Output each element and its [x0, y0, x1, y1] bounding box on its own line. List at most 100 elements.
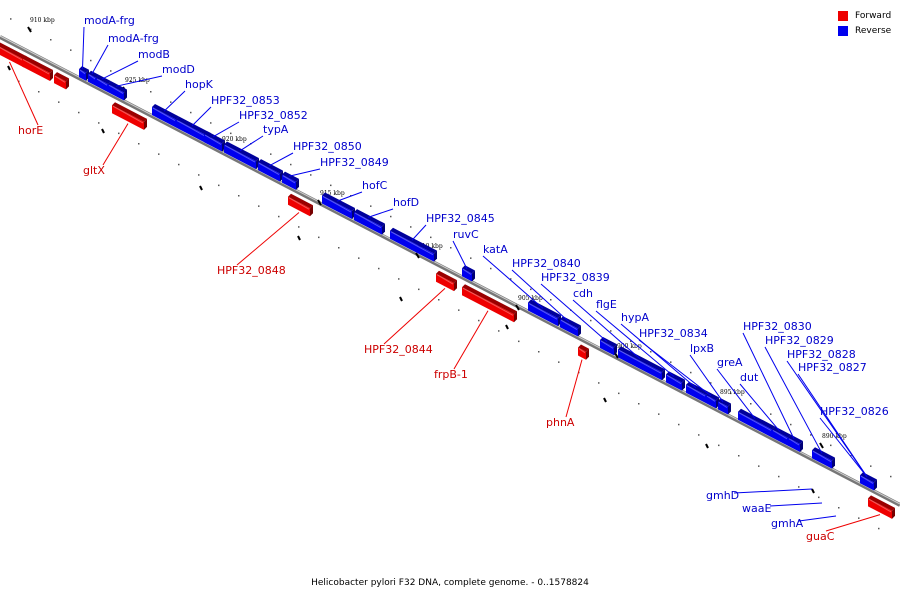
- gene-label-hpf32_0850[interactable]: HPF32_0850: [293, 140, 362, 153]
- gene-block-rev-24[interactable]: [788, 434, 803, 452]
- gene-leader: [101, 60, 139, 80]
- gene-block-rev-3[interactable]: [108, 81, 127, 101]
- gene-block-guac[interactable]: [868, 495, 895, 519]
- legend-forward-swatch: [838, 10, 848, 21]
- gene-block-rev-26-end: [874, 479, 877, 491]
- gene-block-unlabeled-end: [50, 70, 53, 81]
- gene-label-frpb-1[interactable]: frpB-1: [434, 368, 468, 381]
- gene-block-rev-7[interactable]: [224, 141, 259, 170]
- gene-label-waae[interactable]: waaE: [742, 502, 771, 515]
- gene-label-hpf32_0853[interactable]: HPF32_0853: [211, 94, 280, 107]
- gene-block-hpf32_0848[interactable]: [288, 193, 313, 217]
- gene-block-unlabeled[interactable]: [54, 72, 69, 90]
- gene-label-cdh[interactable]: cdh: [573, 287, 593, 300]
- gene-block-unlabeled-highlight: [54, 75, 66, 83]
- gene-label-moda-frg[interactable]: modA-frg: [84, 14, 135, 27]
- gene-label-hofc[interactable]: hofC: [362, 179, 388, 192]
- gene-block-rev-4-highlight: [152, 107, 176, 121]
- gene-block-unlabeled[interactable]: [22, 55, 53, 81]
- gene-label-gmha[interactable]: gmhA: [771, 517, 804, 530]
- tick-dot: [698, 434, 700, 436]
- gene-label-hpf32_0844[interactable]: HPF32_0844: [364, 343, 433, 356]
- scale-tick: [415, 252, 420, 259]
- gene-label-hpf32_0830[interactable]: HPF32_0830: [743, 320, 812, 333]
- gene-label-gltx[interactable]: gltX: [83, 164, 105, 177]
- gene-label-hpf32_0826[interactable]: HPF32_0826: [820, 405, 889, 418]
- gene-block-rev-21[interactable]: [718, 398, 731, 415]
- gene-block-rev-17[interactable]: [618, 346, 665, 381]
- gene-block-rev-15-top: [560, 316, 581, 329]
- gene-leader: [595, 310, 675, 377]
- gene-label-hpf32_0852[interactable]: HPF32_0852: [239, 109, 308, 122]
- gene-block-rev-15[interactable]: [560, 316, 581, 337]
- gene-label-moda-frg[interactable]: modA-frg: [108, 32, 159, 45]
- gene-label-hpf32_0845[interactable]: HPF32_0845: [426, 212, 495, 225]
- gene-label-flge[interactable]: flgE: [596, 298, 617, 311]
- gene-block-frpb-1[interactable]: [462, 284, 517, 323]
- gene-block-rev-9-top: [282, 171, 299, 182]
- gene-label-hpf32_0834[interactable]: HPF32_0834: [639, 327, 708, 340]
- gene-label-typa[interactable]: typA: [263, 123, 289, 136]
- gene-block-rev-12-highlight: [390, 231, 434, 256]
- gene-block-rev-15-highlight: [560, 319, 578, 330]
- gene-label-hypa[interactable]: hypA: [621, 311, 649, 324]
- gene-block-rev-13[interactable]: [462, 265, 475, 282]
- gene-block-rev-12[interactable]: [390, 227, 437, 262]
- gene-label-hpf32_0829[interactable]: HPF32_0829: [765, 334, 834, 347]
- gene-leader: [239, 135, 264, 152]
- gene-block-hore-face: [0, 47, 24, 68]
- gene-leader: [453, 310, 489, 370]
- gene-block-guac-highlight: [868, 498, 892, 513]
- gene-label-guac[interactable]: guaC: [806, 530, 835, 543]
- gene-label-gmhd[interactable]: gmhD: [706, 489, 739, 502]
- gene-block-rev-9[interactable]: [282, 171, 299, 190]
- gene-label-kata[interactable]: katA: [483, 243, 508, 256]
- gene-label-modb[interactable]: modB: [138, 48, 170, 61]
- gene-block-unlabeled-highlight: [22, 59, 50, 75]
- gene-block-rev-26[interactable]: [860, 472, 877, 491]
- gene-label-hofd[interactable]: hofD: [393, 196, 419, 209]
- tick-dot: [58, 101, 60, 103]
- tick-dot: [310, 174, 312, 176]
- scale-tick-label: 920 kbp: [222, 136, 247, 143]
- gene-label-hore[interactable]: horE: [18, 124, 43, 137]
- gene-block-rev-16-face: [600, 340, 614, 356]
- scale-tick: [705, 443, 709, 449]
- gene-label-hpf32_0828[interactable]: HPF32_0828: [787, 348, 856, 361]
- gene-label-lpxb[interactable]: lpxB: [690, 342, 714, 355]
- gene-block-rev-11[interactable]: [354, 209, 385, 235]
- tick-dot: [318, 236, 320, 239]
- gene-label-hpf32_0848[interactable]: HPF32_0848: [217, 264, 286, 277]
- tick-dot: [470, 257, 472, 259]
- gene-block-rev-25[interactable]: [812, 447, 835, 469]
- gene-block-rev-19-highlight: [686, 385, 706, 397]
- gene-block-frpb-1-highlight: [462, 287, 514, 316]
- gene-block-phna-highlight: [578, 348, 586, 354]
- gene-label-ruvc[interactable]: ruvC: [453, 228, 479, 241]
- gene-block-rev-23-face: [772, 429, 788, 446]
- gene-label-hpf32_0827[interactable]: HPF32_0827: [798, 361, 867, 374]
- gene-label-modd[interactable]: modD: [162, 63, 195, 76]
- gene-label-hpf32_0849[interactable]: HPF32_0849: [320, 156, 389, 169]
- tick-dot: [638, 403, 640, 405]
- gene-label-dut[interactable]: dut: [740, 371, 759, 384]
- gene-label-grea[interactable]: greA: [717, 356, 743, 369]
- gene-label-phna[interactable]: phnA: [546, 416, 575, 429]
- tick-dot: [490, 267, 492, 270]
- tick-dot: [198, 174, 200, 176]
- tick-dot: [90, 59, 92, 62]
- gene-label-hpf32_0839[interactable]: HPF32_0839: [541, 271, 610, 284]
- gene-label-hopk[interactable]: hopK: [185, 78, 214, 91]
- tick-dot: [358, 257, 360, 259]
- gene-block-rev-15-end: [578, 325, 581, 337]
- gene-block-rev-8[interactable]: [258, 159, 283, 182]
- tick-dot: [398, 278, 400, 280]
- gene-block-rev-9-highlight: [282, 175, 296, 184]
- tick-dot: [430, 236, 432, 239]
- gene-block-rev-14-top: [528, 299, 561, 319]
- gene-block-hpf32_0844[interactable]: [436, 270, 457, 292]
- gene-label-hpf32_0840[interactable]: HPF32_0840: [512, 257, 581, 270]
- tick-dot: [278, 215, 280, 218]
- gene-block-gltx[interactable]: [112, 102, 147, 130]
- gene-block-phna[interactable]: [578, 344, 589, 360]
